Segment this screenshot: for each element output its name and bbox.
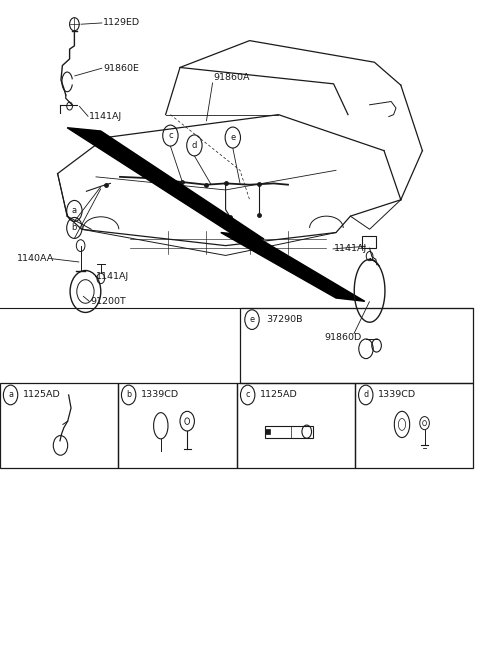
Text: a: a — [72, 206, 77, 215]
Text: 1125AD: 1125AD — [23, 390, 61, 400]
Text: a: a — [8, 390, 13, 400]
Text: 91860D: 91860D — [324, 333, 361, 342]
Text: 1339CD: 1339CD — [141, 390, 179, 400]
Text: b: b — [126, 390, 131, 400]
Text: 1129ED: 1129ED — [103, 18, 140, 28]
Bar — [237, 383, 355, 468]
Text: e: e — [230, 133, 235, 142]
Text: 91860A: 91860A — [214, 73, 250, 82]
Text: c: c — [168, 131, 173, 140]
Text: 1140AA: 1140AA — [17, 254, 54, 263]
Bar — [265, 426, 313, 438]
Text: 37290B: 37290B — [266, 315, 303, 324]
Bar — [265, 429, 270, 434]
Bar — [0, 383, 118, 468]
Text: 91860E: 91860E — [103, 64, 139, 73]
Bar — [240, 308, 473, 383]
Text: c: c — [245, 390, 250, 400]
Bar — [355, 383, 473, 468]
Text: b: b — [72, 223, 77, 233]
Text: d: d — [363, 390, 368, 400]
Bar — [362, 236, 376, 248]
Text: e: e — [250, 315, 254, 324]
Text: d: d — [192, 141, 197, 150]
Bar — [118, 383, 237, 468]
Polygon shape — [67, 128, 264, 239]
Text: 91200T: 91200T — [90, 297, 126, 306]
Text: 1141AJ: 1141AJ — [334, 244, 367, 253]
Polygon shape — [221, 233, 365, 301]
Text: 1125AD: 1125AD — [260, 390, 298, 400]
Text: 1141AJ: 1141AJ — [89, 112, 122, 121]
Text: 1339CD: 1339CD — [378, 390, 416, 400]
Text: 1141AJ: 1141AJ — [96, 272, 129, 281]
